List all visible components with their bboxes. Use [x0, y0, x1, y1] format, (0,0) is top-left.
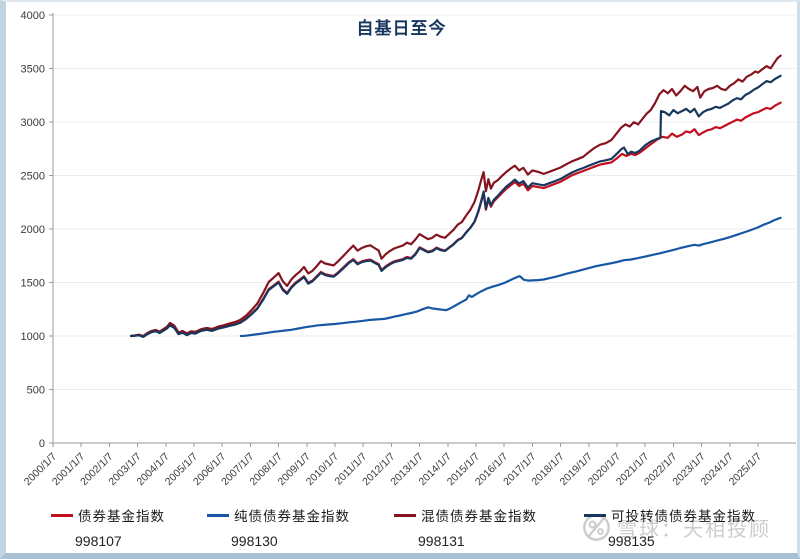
legend-code: 998135: [608, 533, 655, 549]
chart-title: 自基日至今: [356, 19, 447, 38]
plot-area: 050010001500200025003000350040002000/1/7…: [21, 10, 796, 488]
legend-label: 混债债券基金指数: [421, 509, 537, 524]
svg-text:1000: 1000: [21, 331, 45, 343]
legend-code: 998107: [75, 533, 122, 549]
legend-item-998130: 纯债债券基金指数 998130: [207, 505, 350, 549]
svg-text:0: 0: [39, 438, 45, 450]
legend-item-998107: 债券基金指数 998107: [51, 505, 165, 549]
legend-swatch-998130: [207, 513, 229, 517]
legend-swatch-998135: [584, 513, 606, 517]
legend-item-998135: 可投转债债券基金指数 998135: [584, 505, 756, 549]
legend-label: 可投转债债券基金指数: [611, 509, 756, 524]
svg-text:2000: 2000: [21, 224, 45, 236]
svg-text:4000: 4000: [21, 10, 45, 22]
legend-label: 纯债债券基金指数: [234, 509, 350, 524]
svg-text:3000: 3000: [21, 117, 45, 129]
svg-text:2500: 2500: [21, 171, 45, 183]
watermark-text: 雪球：天相投顾: [617, 519, 771, 541]
legend-code: 998131: [418, 533, 465, 549]
legend-item-998131: 混债债券基金指数 998131: [394, 505, 537, 549]
legend-swatch-998107: [51, 513, 73, 517]
svg-text:3500: 3500: [21, 64, 45, 76]
legend-label: 债券基金指数: [78, 509, 165, 524]
svg-text:1500: 1500: [21, 278, 45, 290]
legend-code: 998130: [231, 533, 278, 549]
watermark: 雪球：天相投顾: [582, 513, 771, 542]
legend-swatch-998131: [394, 513, 416, 517]
svg-text:500: 500: [27, 385, 45, 397]
legend: 债券基金指数 998107 纯债债券基金指数 998130 混债债券基金指数 9…: [6, 501, 797, 553]
